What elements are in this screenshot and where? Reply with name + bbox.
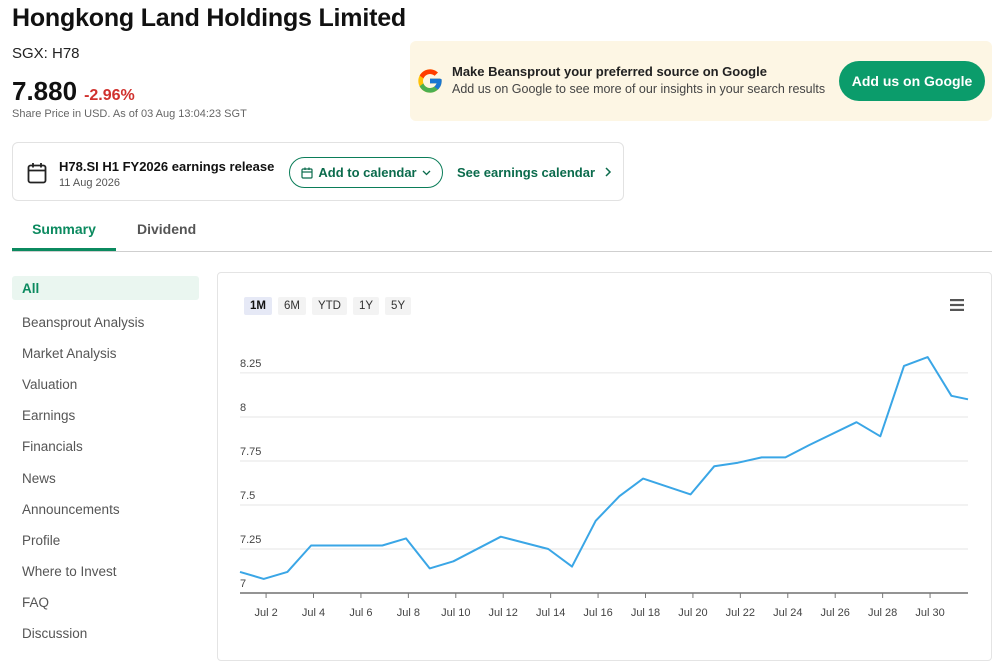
- y-tick-label: 7.75: [240, 446, 261, 458]
- x-tick-label: Jul 6: [349, 607, 372, 619]
- add-to-calendar-label: Add to calendar: [318, 165, 417, 180]
- sidebar-item-earnings[interactable]: Earnings: [22, 408, 76, 424]
- sidebar-item-financials[interactable]: Financials: [22, 439, 83, 455]
- sidebar-nav: All Beansprout Analysis Market Analysis …: [12, 276, 199, 649]
- sidebar-item-announcements[interactable]: Announcements: [22, 501, 120, 517]
- sidebar-item-discussion[interactable]: Discussion: [22, 625, 88, 641]
- x-tick-label: Jul 12: [489, 607, 518, 619]
- range-1m-button[interactable]: 1M: [244, 297, 272, 315]
- calendar-small-icon: [301, 167, 313, 179]
- banner-text: Make Beansprout your preferred source on…: [452, 64, 825, 96]
- banner-subtitle: Add us on Google to see more of our insi…: [452, 82, 826, 96]
- y-tick-label: 8.25: [240, 358, 261, 370]
- tab-dividend[interactable]: Dividend: [137, 221, 197, 237]
- x-tick-label: Jul 24: [773, 607, 802, 619]
- x-tick-label: Jul 14: [536, 607, 565, 619]
- x-tick-label: Jul 8: [397, 607, 420, 619]
- google-logo-icon: [418, 69, 442, 93]
- price-row: 7.880 -2.96%: [12, 76, 135, 107]
- share-price: 7.880: [12, 76, 78, 106]
- add-us-on-google-button[interactable]: Add us on Google: [839, 61, 985, 101]
- x-tick-label: Jul 26: [821, 607, 850, 619]
- range-ytd-button[interactable]: YTD: [311, 297, 347, 315]
- sidebar-item-valuation[interactable]: Valuation: [22, 377, 78, 393]
- x-tick-label: Jul 28: [868, 607, 897, 619]
- sidebar-item-where-to-invest[interactable]: Where to Invest: [22, 563, 117, 579]
- hamburger-menu-icon[interactable]: [949, 298, 965, 312]
- see-earnings-calendar-link[interactable]: See earnings calendar: [457, 165, 612, 180]
- y-tick-label: 7.25: [240, 534, 261, 546]
- range-6m-button[interactable]: 6M: [277, 297, 306, 315]
- range-1y-button[interactable]: 1Y: [352, 297, 380, 315]
- price-series-line: [239, 356, 969, 580]
- google-source-banner: Make Beansprout your preferred source on…: [410, 41, 992, 121]
- price-chart-card: 7 7.25 7.5 7.75 8 8.25 Jul 2 Jul 4 Jul 6 Jul 8 Ju…: [217, 272, 992, 661]
- x-tick-label: Jul 20: [678, 607, 707, 619]
- sidebar-item-news[interactable]: News: [22, 470, 56, 486]
- x-tick-label: Jul 4: [302, 607, 325, 619]
- chevron-down-icon: [422, 170, 431, 175]
- x-tick-label: Jul 30: [915, 607, 944, 619]
- tab-summary[interactable]: Summary: [12, 221, 116, 251]
- see-earnings-calendar-label: See earnings calendar: [457, 165, 596, 180]
- y-tick-label: 7: [240, 578, 246, 590]
- y-tick-label: 8: [240, 402, 246, 414]
- banner-title: Make Beansprout your preferred source on…: [452, 64, 767, 79]
- sidebar-item-faq[interactable]: FAQ: [22, 594, 50, 610]
- price-note: Share Price in USD. As of 03 Aug 13:04:2…: [12, 108, 247, 120]
- company-title: Hongkong Land Holdings Limited: [12, 4, 406, 32]
- earnings-card: H78.SI H1 FY2026 earnings release 11 Aug…: [12, 142, 624, 201]
- x-tick-label: Jul 2: [254, 607, 277, 619]
- section-tabs: Summary Dividend: [12, 214, 992, 252]
- sidebar-item-market-analysis[interactable]: Market Analysis: [22, 346, 117, 362]
- y-tick-label: 7.5: [240, 490, 255, 502]
- x-tick-label: Jul 22: [726, 607, 755, 619]
- chevron-right-icon: [605, 167, 611, 177]
- range-5y-button[interactable]: 5Y: [385, 297, 412, 315]
- range-selector: 1M 6M YTD 1Y 5Y: [244, 297, 412, 315]
- x-tick-label: Jul 18: [631, 607, 660, 619]
- earnings-date: 11 Aug 2026: [59, 177, 120, 189]
- price-change: -2.96%: [84, 87, 135, 104]
- sidebar-item-all[interactable]: All: [12, 276, 199, 300]
- add-to-calendar-button[interactable]: Add to calendar: [289, 157, 443, 188]
- earnings-title: H78.SI H1 FY2026 earnings release: [59, 159, 275, 174]
- ticker-label: SGX: H78: [12, 45, 80, 62]
- x-tick-label: Jul 10: [441, 607, 470, 619]
- price-chart: 7 7.25 7.5 7.75 8 8.25 Jul 2 Jul 4 Jul 6 Jul 8 Ju…: [239, 356, 969, 619]
- x-tick-label: Jul 16: [583, 607, 612, 619]
- calendar-icon: [27, 163, 47, 184]
- sidebar-item-beansprout-analysis[interactable]: Beansprout Analysis: [22, 315, 145, 331]
- sidebar-item-profile[interactable]: Profile: [22, 532, 61, 548]
